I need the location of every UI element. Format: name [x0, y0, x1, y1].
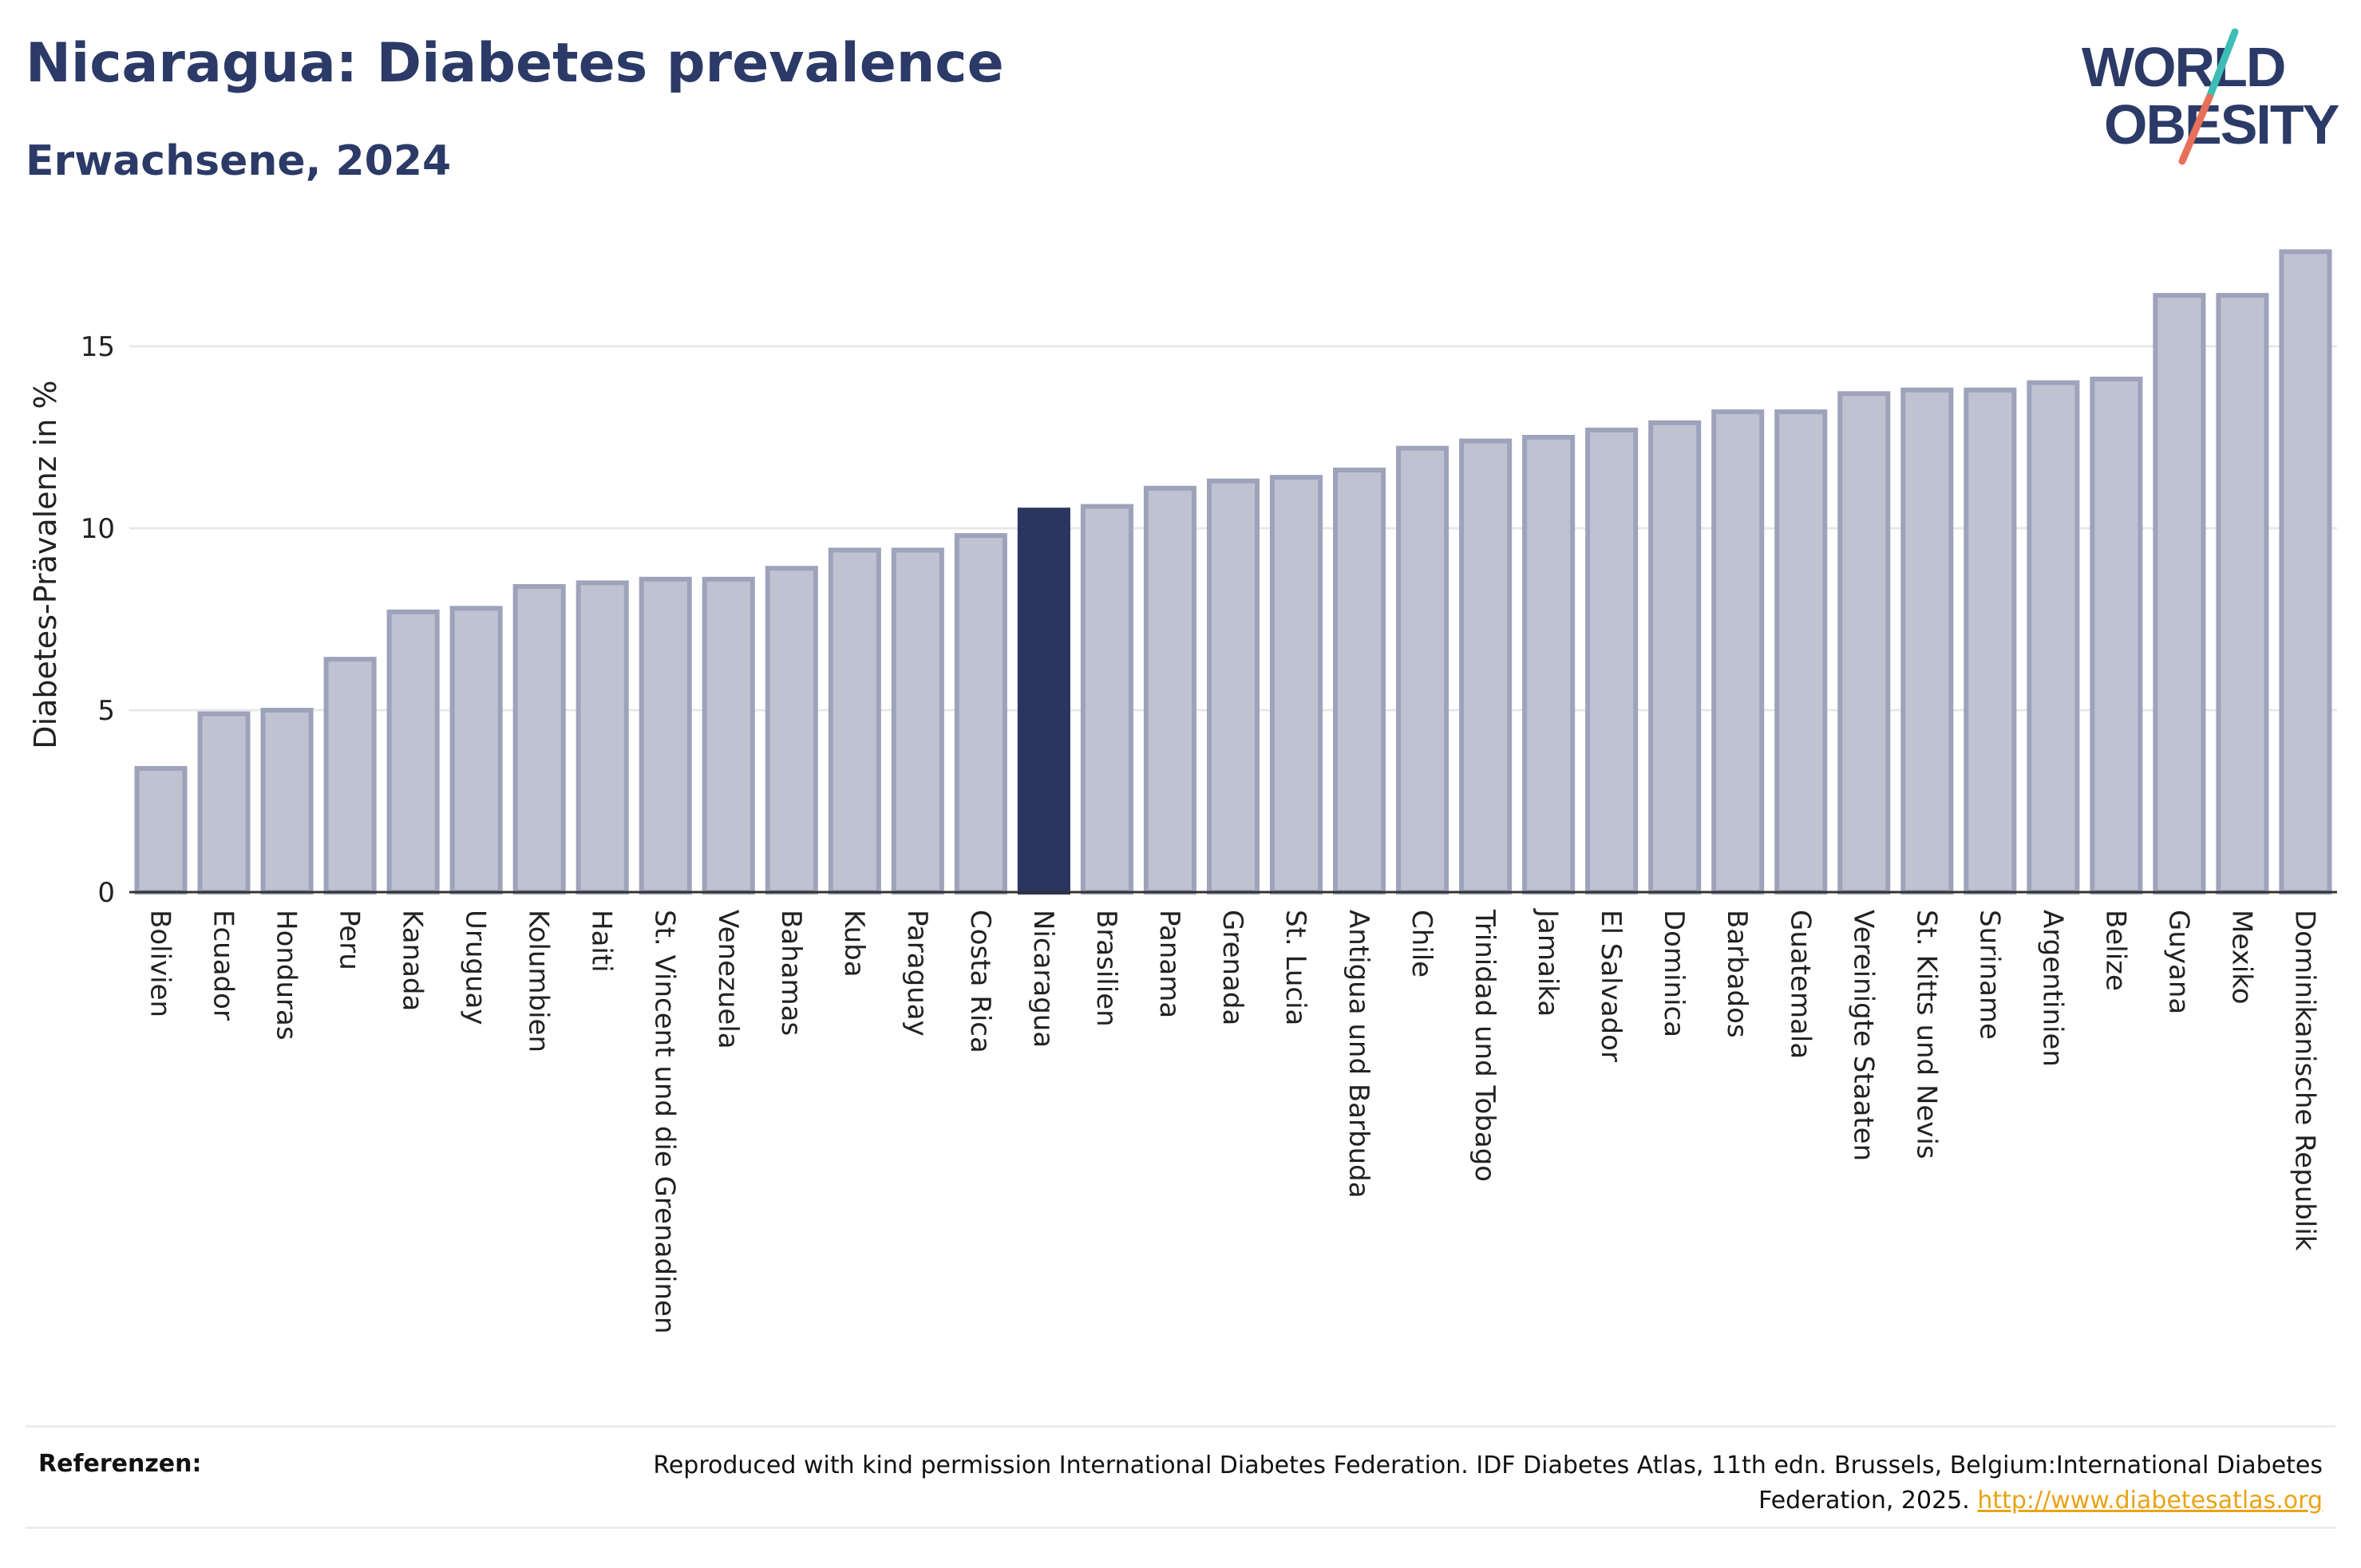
- bar: [2090, 377, 2143, 895]
- x-tick-label: Bolivien: [144, 910, 176, 1017]
- x-tick-label: Jamaika: [1532, 908, 1564, 1017]
- x-tick-label: Honduras: [271, 910, 303, 1041]
- x-tick-label: Ecuador: [208, 910, 239, 1021]
- bar: [1017, 508, 1070, 895]
- x-tick-label: Suriname: [1973, 910, 2005, 1040]
- bar: [197, 711, 251, 895]
- bar: [1585, 427, 1639, 895]
- bar: [2279, 249, 2332, 895]
- x-tick-label: St. Vincent und die Grenadinen: [649, 910, 681, 1334]
- y-tick-label: 0: [97, 877, 115, 909]
- bar: [1774, 409, 1828, 895]
- x-tick-label: Trinidad und Tobago: [1469, 909, 1501, 1182]
- x-tick-label: Argentinien: [2036, 910, 2068, 1067]
- x-tick-label: Paraguay: [901, 910, 933, 1037]
- x-tick-label: Mexiko: [2225, 910, 2257, 1005]
- x-tick-label: Chile: [1406, 910, 1438, 978]
- logo-line2: OBESITY: [2104, 93, 2339, 156]
- y-axis-label: Diabetes-Prävalenz in %: [28, 380, 63, 748]
- bar: [1080, 504, 1133, 895]
- bar: [1269, 475, 1323, 895]
- x-tick-label: Barbados: [1721, 910, 1753, 1038]
- x-tick-label: Costa Rica: [964, 910, 996, 1053]
- references-text: Reproduced with kind permission Internat…: [607, 1448, 2323, 1519]
- x-tick-label: Uruguay: [460, 910, 492, 1025]
- references-label: Referenzen:: [38, 1450, 202, 1478]
- x-tick-label: Venezuela: [712, 910, 744, 1049]
- bar: [891, 547, 944, 895]
- bar: [1206, 478, 1260, 895]
- bar: [639, 576, 692, 895]
- x-tick-label: Peru: [334, 910, 366, 970]
- x-tick-label: Guatemala: [1784, 910, 1816, 1059]
- references-box: Referenzen: Reproduced with kind permiss…: [26, 1425, 2335, 1529]
- bar: [512, 583, 566, 895]
- bar: [575, 580, 629, 895]
- x-tick-label: Kuba: [838, 910, 870, 978]
- x-tick-label: Belize: [2099, 910, 2131, 991]
- chart-title: Nicaragua: Diabetes prevalence: [26, 32, 1004, 95]
- bar: [765, 566, 818, 895]
- x-tick-label: Kanada: [397, 910, 429, 1011]
- bar: [1964, 387, 2017, 895]
- bar: [1396, 445, 1449, 895]
- x-tick-label: Bahamas: [775, 910, 807, 1036]
- x-tick-label: Haiti: [586, 910, 618, 973]
- bar: [2216, 293, 2269, 895]
- logo-line1: WORLD: [2082, 36, 2284, 98]
- bar: [1522, 435, 1576, 895]
- x-tick-label: Guyana: [2162, 910, 2194, 1014]
- bar: [1333, 468, 1386, 895]
- logo-slash-top: [2205, 28, 2239, 101]
- x-tick-label: Brasilien: [1090, 910, 1122, 1027]
- bar: [1459, 438, 1513, 895]
- references-link[interactable]: http://www.diabetesatlas.org: [1977, 1487, 2323, 1515]
- bar: [954, 533, 1007, 895]
- bar: [1648, 420, 1702, 895]
- logo-slash-bottom: [2178, 93, 2213, 165]
- bar: [1143, 485, 1197, 895]
- bar: [1900, 387, 1954, 895]
- x-tick-label: Grenada: [1216, 910, 1248, 1025]
- bar: [134, 765, 188, 895]
- x-tick-label: Dominikanische Republik: [2288, 910, 2320, 1251]
- y-tick-label: 10: [81, 513, 115, 545]
- x-tick-label: Panama: [1153, 910, 1185, 1018]
- x-tick-label: St. Kitts und Nevis: [1910, 910, 1942, 1159]
- bar: [386, 609, 440, 895]
- bar: [1837, 391, 1891, 895]
- bar: [260, 708, 314, 895]
- x-tick-label: El Salvador: [1595, 910, 1627, 1062]
- bar: [323, 657, 377, 895]
- x-tick-label: Kolumbien: [523, 910, 555, 1053]
- references-citation: Reproduced with kind permission Internat…: [653, 1451, 2323, 1515]
- bar: [828, 547, 881, 895]
- x-tick-label: Vereinigte Staaten: [1847, 910, 1879, 1161]
- bar: [2027, 380, 2080, 895]
- y-tick-label: 5: [97, 695, 115, 727]
- bar: [702, 576, 755, 895]
- y-tick-label: 15: [81, 331, 115, 363]
- x-tick-label: Nicaragua: [1027, 910, 1059, 1048]
- chart-subtitle: Erwachsene, 2024: [26, 137, 452, 185]
- bar: [2153, 293, 2206, 895]
- x-tick-label: Antigua und Barbuda: [1343, 910, 1374, 1199]
- bar: [1711, 409, 1765, 895]
- x-tick-label: St. Lucia: [1279, 910, 1311, 1025]
- bar: [449, 606, 503, 895]
- x-tick-label: Dominica: [1658, 910, 1690, 1037]
- world-obesity-logo: WORLD OBESITY: [2082, 28, 2341, 165]
